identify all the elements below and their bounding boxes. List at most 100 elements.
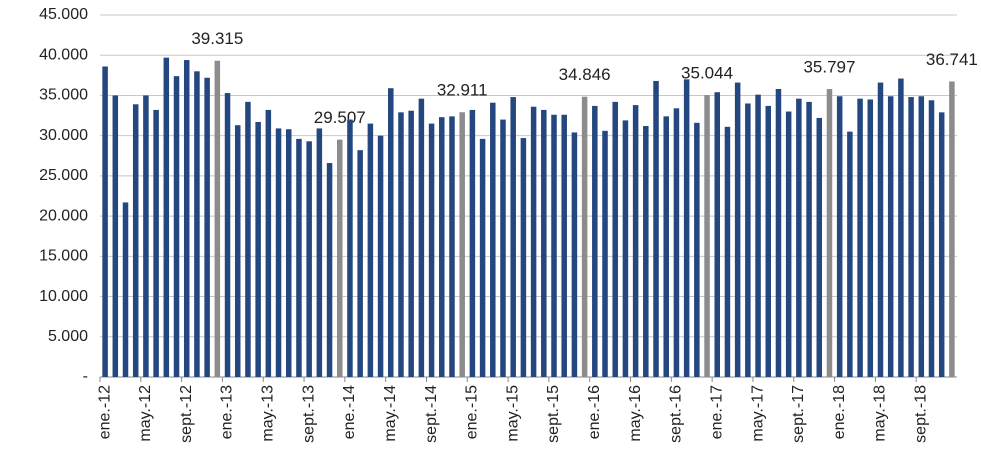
bar — [734, 82, 741, 377]
bar — [285, 129, 292, 377]
bar — [224, 93, 231, 377]
bar — [918, 96, 925, 377]
bar — [377, 135, 384, 377]
y-tick-label: 10.000 — [39, 288, 88, 305]
bar — [122, 202, 129, 377]
bar — [592, 105, 598, 377]
bar — [398, 112, 404, 378]
x-tick-label: sept.-17 — [790, 385, 807, 443]
bar — [469, 109, 476, 378]
bar — [867, 99, 874, 377]
y-tick-label: 25.000 — [39, 167, 88, 184]
bar — [214, 60, 221, 377]
x-tick-label: may.-17 — [749, 385, 766, 442]
bar — [163, 57, 170, 377]
y-tick-label: 5.000 — [48, 328, 88, 345]
bar — [612, 101, 618, 377]
bar — [326, 163, 333, 377]
bar — [490, 102, 496, 377]
bar — [367, 123, 374, 377]
bar — [418, 98, 425, 377]
bar — [132, 104, 139, 377]
bar — [173, 76, 180, 377]
bar — [704, 95, 710, 378]
bar — [255, 121, 261, 377]
bar — [632, 105, 639, 377]
bar — [357, 150, 363, 377]
bar — [143, 95, 149, 377]
x-tick-label: may.-18 — [872, 385, 889, 442]
bar — [296, 138, 302, 377]
bar — [745, 103, 751, 377]
x-tick-label: ene.-16 — [586, 385, 603, 439]
bar — [887, 96, 894, 377]
bar — [541, 109, 547, 378]
bar — [826, 89, 833, 377]
x-tick-label: may.-15 — [504, 385, 521, 442]
x-tick-label: ene.-12 — [96, 385, 113, 439]
bar — [857, 98, 863, 377]
bar — [275, 128, 282, 377]
y-tick-label: 20.000 — [39, 207, 88, 224]
data-label: 35.797 — [803, 58, 855, 77]
x-tick-label: sept.-18 — [913, 385, 930, 443]
bar — [428, 123, 435, 377]
bar — [234, 125, 241, 377]
data-label: 34.846 — [559, 65, 611, 84]
bar — [806, 101, 812, 377]
bar — [928, 100, 935, 377]
bar — [938, 112, 945, 378]
bar — [877, 82, 884, 377]
bar — [908, 97, 914, 377]
bar — [449, 116, 455, 378]
bar — [694, 122, 700, 377]
bar — [510, 97, 516, 377]
bar — [683, 79, 690, 377]
y-tick-label: 40.000 — [39, 46, 88, 63]
data-label: 32.911 — [437, 81, 488, 100]
data-label: 29.507 — [314, 108, 366, 127]
bar — [714, 92, 720, 377]
bar — [337, 139, 343, 377]
bar — [836, 96, 843, 377]
bar — [847, 131, 853, 377]
bar — [183, 60, 190, 377]
x-tick-label: sept.-12 — [178, 385, 195, 443]
bar — [643, 126, 649, 377]
bar — [459, 112, 465, 377]
bar — [602, 130, 608, 377]
bar — [112, 95, 119, 377]
bar — [663, 116, 669, 378]
bar — [245, 101, 251, 377]
bar — [724, 126, 731, 377]
bar — [561, 114, 567, 378]
data-label: 35.044 — [681, 64, 733, 83]
bar — [551, 114, 557, 378]
x-tick-label: may.-16 — [627, 385, 644, 442]
y-tick-label: 30.000 — [39, 127, 88, 144]
bar — [439, 117, 445, 378]
bar — [102, 66, 108, 378]
bar — [153, 109, 159, 378]
x-tick-label: ene.-15 — [464, 385, 481, 439]
x-tick-label: sept.-16 — [668, 385, 685, 443]
x-tick-label: sept.-14 — [423, 385, 440, 443]
x-tick-label: sept.-13 — [300, 385, 317, 443]
y-tick-label: 35.000 — [39, 87, 88, 104]
bar — [479, 138, 486, 377]
bar — [571, 132, 578, 377]
bar — [500, 119, 506, 378]
bar — [755, 94, 761, 377]
x-tick-label: may.-14 — [382, 385, 399, 442]
x-tick-label: may.-13 — [260, 385, 277, 442]
bar — [765, 105, 772, 377]
bar — [204, 77, 210, 377]
bar — [408, 110, 414, 378]
bar — [796, 98, 802, 377]
x-tick-label: sept.-15 — [545, 385, 562, 443]
bar — [898, 78, 904, 377]
bar — [265, 109, 272, 378]
bar — [316, 128, 323, 377]
y-tick-label: 45.000 — [39, 6, 88, 23]
